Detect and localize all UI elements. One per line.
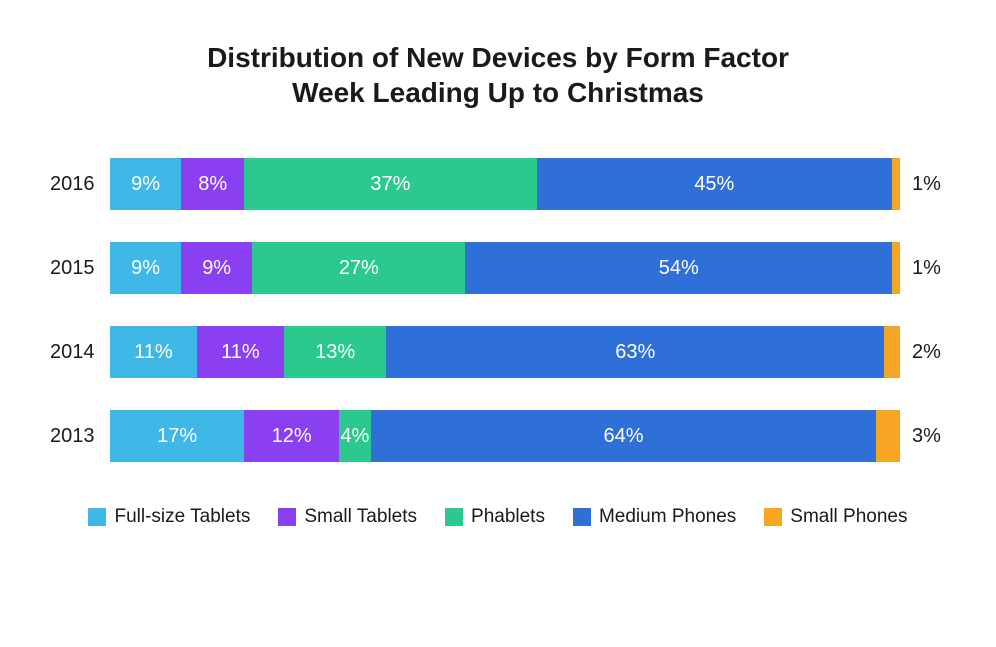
stacked-bar: 11% 11% 13% 63%: [110, 326, 900, 378]
legend-label: Medium Phones: [599, 506, 736, 528]
bar-segment-medium-phones: 64%: [371, 410, 877, 462]
bar-segment-phablets: 27%: [252, 242, 465, 294]
bar-segment-full-size-tablets: 11%: [110, 326, 197, 378]
segment-label: 63%: [615, 341, 655, 364]
end-label: 1%: [912, 257, 941, 280]
end-label: 1%: [912, 173, 941, 196]
bar-segment-small-phones: [876, 410, 900, 462]
bar-segment-full-size-tablets: 9%: [110, 242, 181, 294]
legend-swatch: [278, 508, 296, 526]
segment-label: 9%: [131, 173, 160, 196]
legend-label: Small Tablets: [304, 506, 417, 528]
year-label: 2014: [50, 341, 110, 364]
stacked-bar: 9% 9% 27% 54%: [110, 242, 900, 294]
bar-segment-small-tablets: 9%: [181, 242, 252, 294]
chart-title: Distribution of New Devices by Form Fact…: [50, 40, 946, 110]
bar-segment-small-phones: [884, 326, 900, 378]
bar-segment-phablets: 13%: [284, 326, 387, 378]
bar-segment-medium-phones: 63%: [386, 326, 884, 378]
segment-label: 54%: [659, 257, 699, 280]
legend-swatch: [573, 508, 591, 526]
chart-legend: Full-size Tablets Small Tablets Phablets Me…: [50, 506, 946, 528]
stacked-bar: 17% 12% 4% 64%: [110, 410, 900, 462]
segment-label: 4%: [340, 425, 369, 448]
bar-segment-small-tablets: 12%: [244, 410, 339, 462]
segment-label: 37%: [370, 173, 410, 196]
chart-row: 2015 9% 9% 27% 54% 1%: [50, 242, 946, 294]
legend-item-small-tablets: Small Tablets: [278, 506, 417, 528]
legend-label: Full-size Tablets: [114, 506, 250, 528]
chart-title-line2: Week Leading Up to Christmas: [292, 77, 704, 108]
year-label: 2013: [50, 425, 110, 448]
legend-item-full-size-tablets: Full-size Tablets: [88, 506, 250, 528]
stacked-bar: 9% 8% 37% 45%: [110, 158, 900, 210]
year-label: 2015: [50, 257, 110, 280]
bar-segment-phablets: 4%: [339, 410, 371, 462]
bar-segment-small-tablets: 8%: [181, 158, 244, 210]
segment-label: 64%: [603, 425, 643, 448]
year-label: 2016: [50, 173, 110, 196]
bar-segment-full-size-tablets: 17%: [110, 410, 244, 462]
legend-swatch: [445, 508, 463, 526]
segment-label: 9%: [202, 257, 231, 280]
legend-item-medium-phones: Medium Phones: [573, 506, 736, 528]
legend-label: Phablets: [471, 506, 545, 528]
bar-segment-medium-phones: 54%: [465, 242, 892, 294]
segment-label: 11%: [221, 341, 260, 364]
segment-label: 11%: [134, 341, 173, 364]
legend-label: Small Phones: [790, 506, 907, 528]
bar-segment-phablets: 37%: [244, 158, 536, 210]
legend-swatch: [88, 508, 106, 526]
chart-container: Distribution of New Devices by Form Fact…: [0, 0, 996, 558]
segment-label: 8%: [198, 173, 227, 196]
segment-label: 9%: [131, 257, 160, 280]
chart-row: 2013 17% 12% 4% 64% 3%: [50, 410, 946, 462]
chart-rows: 20169%8%37%45%1%20159%9%27%54%1%201411%1…: [50, 158, 946, 462]
chart-row: 2014 11% 11% 13% 63% 2%: [50, 326, 946, 378]
end-label: 3%: [912, 425, 941, 448]
bar-segment-small-phones: [892, 242, 900, 294]
bar-segment-small-phones: [892, 158, 900, 210]
legend-item-phablets: Phablets: [445, 506, 545, 528]
end-label: 2%: [912, 341, 941, 364]
chart-title-line1: Distribution of New Devices by Form Fact…: [207, 42, 789, 73]
segment-label: 45%: [694, 173, 734, 196]
chart-row: 2016 9% 8% 37% 45% 1%: [50, 158, 946, 210]
bar-segment-full-size-tablets: 9%: [110, 158, 181, 210]
segment-label: 17%: [157, 425, 197, 448]
bar-segment-small-tablets: 11%: [197, 326, 284, 378]
legend-item-small-phones: Small Phones: [764, 506, 907, 528]
segment-label: 27%: [339, 257, 379, 280]
segment-label: 12%: [272, 425, 312, 448]
bar-segment-medium-phones: 45%: [537, 158, 893, 210]
legend-swatch: [764, 508, 782, 526]
segment-label: 13%: [315, 341, 355, 364]
